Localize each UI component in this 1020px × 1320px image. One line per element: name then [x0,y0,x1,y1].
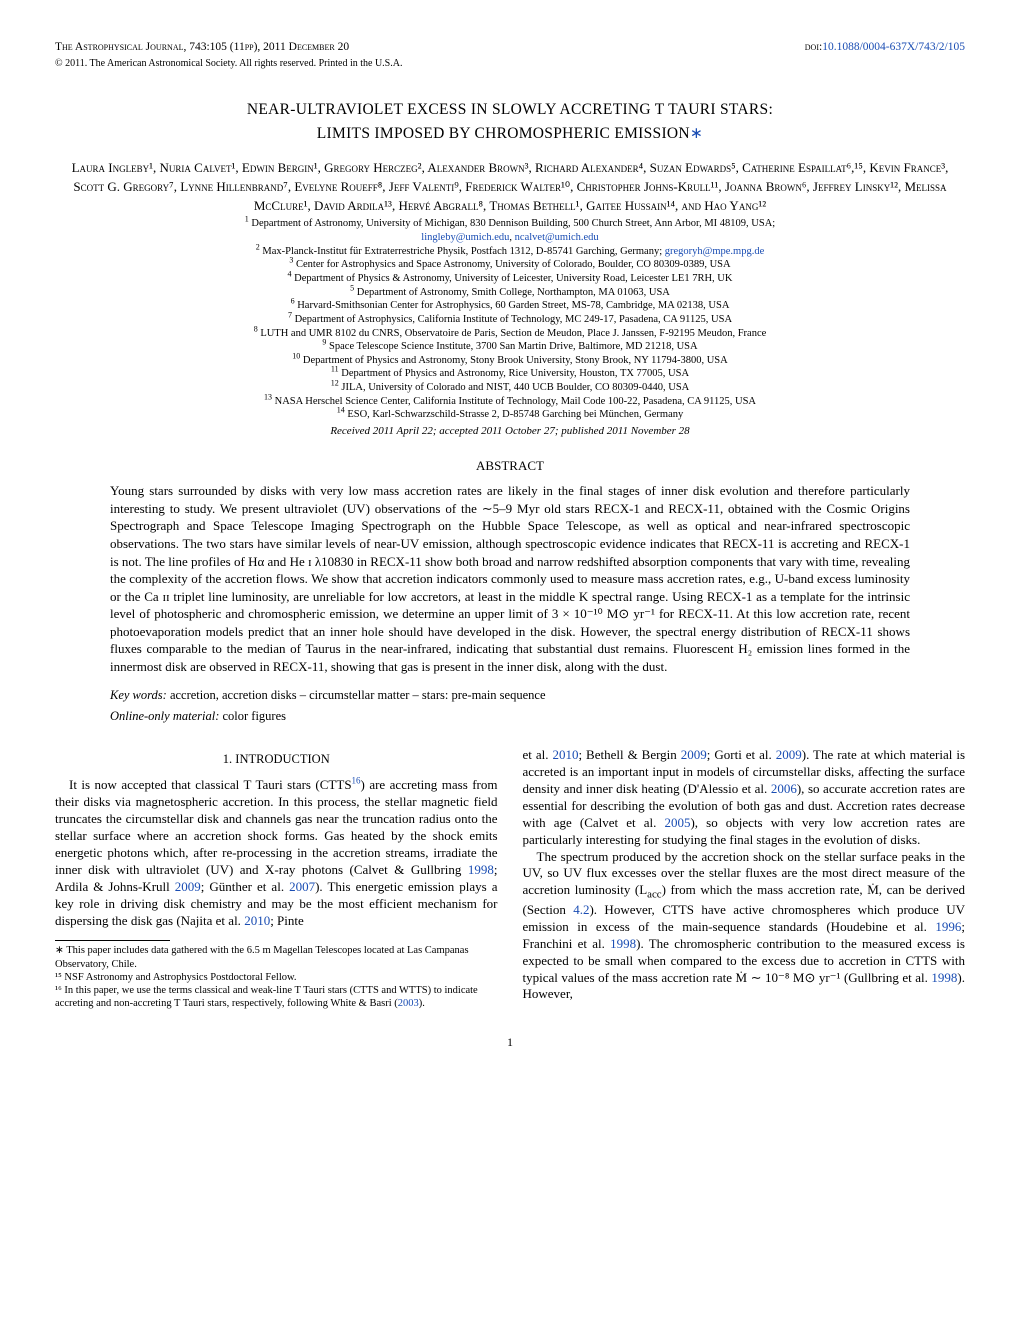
ref-pinte-2010[interactable]: 2010 [552,747,578,762]
title-line1: NEAR-ULTRAVIOLET EXCESS IN SLOWLY ACCRET… [55,100,965,121]
col2-paragraph-1: et al. 2010; Bethell & Bergin 2009; Gort… [523,747,966,848]
body-columns: 1. INTRODUCTION It is now accepted that … [55,747,965,1010]
ref-gunther-2007[interactable]: 2007 [289,879,315,894]
citation-details: , 743:105 (11pp), 2011 December 20 [183,41,349,53]
keywords: Key words: accretion, accretion disks – … [110,687,910,704]
col2-paragraph-2: The spectrum produced by the accretion s… [523,849,966,1004]
abstract-text: Young stars surrounded by disks with ver… [110,482,910,675]
intro-paragraph: It is now accepted that classical T Taur… [55,777,498,929]
online-label: Online-only material: [110,709,219,723]
footnote-16: ¹⁶ In this paper, we use the terms class… [55,984,498,1010]
ref-gorti-2009[interactable]: 2009 [776,747,802,762]
title-footnote-link[interactable]: ∗ [690,125,703,142]
journal-citation: The Astrophysical Journal, 743:105 (11pp… [55,40,349,56]
page-number: 1 [55,1034,965,1050]
ref-ardila-2009[interactable]: 2009 [175,879,201,894]
column-right: et al. 2010; Bethell & Bergin 2009; Gort… [523,747,966,1010]
section-4-2-link[interactable]: 4.2 [573,902,589,917]
journal-header: The Astrophysical Journal, 743:105 (11pp… [55,40,965,56]
ref-houdebine-1996[interactable]: 1996 [935,919,961,934]
affiliations: 1 Department of Astronomy, University of… [55,217,965,422]
doi-label: doi: [805,41,822,53]
footnote-15: ¹⁵ NSF Astronomy and Astrophysics Postdo… [55,971,498,984]
keywords-label: Key words: [110,688,167,702]
section-1-heading: 1. INTRODUCTION [55,751,498,767]
ref-najita-2010[interactable]: 2010 [244,913,270,928]
online-material: Online-only material: color figures [110,708,910,725]
email-1[interactable]: lingleby@umich.edu [421,232,509,243]
ref-dalessio-2006[interactable]: 2006 [771,781,797,796]
column-left: 1. INTRODUCTION It is now accepted that … [55,747,498,1010]
ref-calvet-2005[interactable]: 2005 [664,815,690,830]
email-2[interactable]: ncalvet@umich.edu [515,232,599,243]
title-line2: LIMITS IMPOSED BY CHROMOSPHERIC EMISSION… [55,124,965,145]
ref-bethell-2009[interactable]: 2009 [681,747,707,762]
footnote-16-link[interactable]: 16 [352,777,361,792]
copyright-line: © 2011. The American Astronomical Societ… [55,57,965,71]
journal-name: The Astrophysical Journal [55,41,183,53]
footnote-asterisk: ∗ This paper includes data gathered with… [55,944,498,970]
ref-gullbring-1998[interactable]: 1998 [931,970,957,985]
doi-block: doi:10.1088/0004-637X/743/2/105 [805,40,965,56]
doi-link[interactable]: 10.1088/0004-637X/743/2/105 [822,41,965,53]
author-list: Laura Ingleby¹, Nuria Calvet¹, Edwin Ber… [55,159,965,216]
ref-white-2003[interactable]: 2003 [398,998,419,1009]
abstract-heading: ABSTRACT [55,457,965,475]
footnotes: ∗ This paper includes data gathered with… [55,944,498,1010]
email-3[interactable]: gregoryh@mpe.mpg.de [665,246,764,257]
ref-franchini-1998[interactable]: 1998 [610,936,636,951]
publication-dates: Received 2011 April 22; accepted 2011 Oc… [55,424,965,439]
online-text: color figures [219,709,286,723]
ref-calvet-1998[interactable]: 1998 [468,862,494,877]
keywords-text: accretion, accretion disks – circumstell… [167,688,546,702]
